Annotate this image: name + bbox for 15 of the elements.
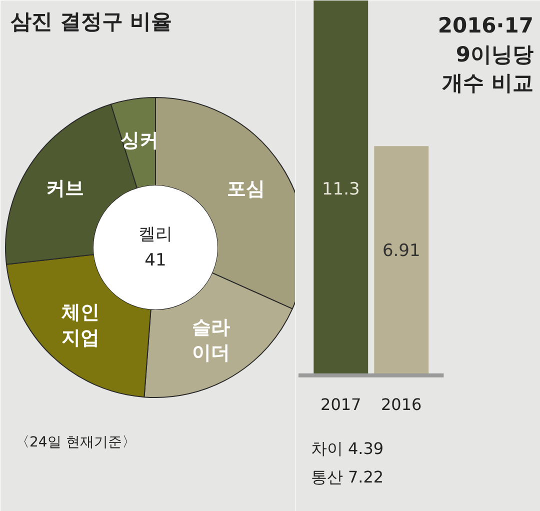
text: 〈24일 현재기준〉 <box>16 434 136 450</box>
data-label: 11.3 <box>322 179 360 200</box>
slice-label: 싱커 <box>120 130 158 152</box>
slice-label: 슬라 이더 <box>192 316 230 364</box>
x-tick-label: 2017 <box>320 394 362 414</box>
chart-title: 삼진 결정구 비율 <box>10 10 172 34</box>
text: 차이 4.39 <box>310 439 384 458</box>
slice-label: 포심 <box>227 178 266 200</box>
x-tick-label: 2016 <box>381 394 422 414</box>
slice-label: 커브 <box>46 177 84 200</box>
data-label: 6.91 <box>382 240 420 261</box>
text: 2016·17 9이닝당 개수 비교 <box>438 14 534 96</box>
text: 통산 7.22 <box>310 467 384 486</box>
slice-label: 체인 지업 <box>60 302 100 349</box>
text: 켈리 41 <box>138 224 172 270</box>
